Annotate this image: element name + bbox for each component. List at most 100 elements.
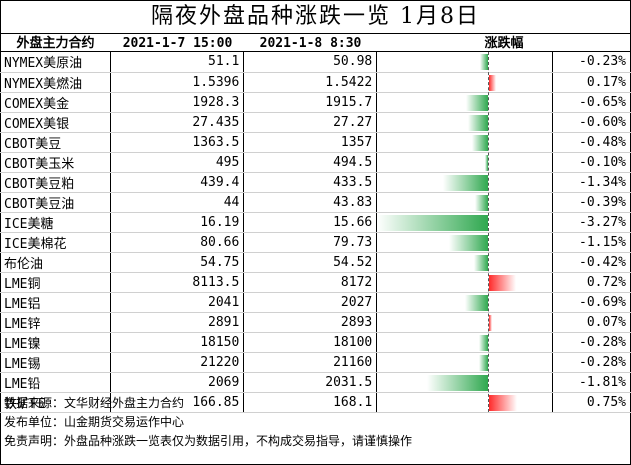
row-prev-price: 8113.5 [110, 272, 245, 293]
row-name: NYMEX美燃油 [0, 72, 112, 93]
table-row: ICE美棉花 80.66 79.73 -1.15% [0, 232, 631, 253]
row-name: LME镍 [0, 332, 112, 353]
row-prev-price: 1.5396 [110, 72, 245, 93]
row-change-bar-cell [376, 72, 553, 93]
row-change-pct: 0.17% [552, 72, 631, 93]
row-change-pct: -0.48% [552, 132, 631, 153]
table-row: LME镍 18150 18100 -0.28% [0, 332, 631, 353]
table-row: LME锌 2891 2893 0.07% [0, 312, 631, 333]
row-change-pct: -1.34% [552, 172, 631, 193]
row-name: ICE美棉花 [0, 232, 112, 253]
row-name: CBOT美豆 [0, 132, 112, 153]
row-cur-price: 433.5 [243, 172, 378, 193]
change-bar [466, 94, 489, 111]
row-change-bar-cell [376, 312, 553, 333]
header-change: 涨跌幅 [377, 33, 631, 52]
row-cur-price: 54.52 [243, 252, 378, 273]
quote-table: NYMEX美原油 51.1 50.98 -0.23% NYMEX美燃油 1.5396 1.5… [0, 52, 631, 413]
row-change-bar-cell [376, 392, 553, 413]
row-name: 铁矿FE [0, 392, 112, 413]
row-cur-price: 43.83 [243, 192, 378, 213]
row-cur-price: 79.73 [243, 232, 378, 253]
row-name: COMEX美金 [0, 92, 112, 113]
row-prev-price: 44 [110, 192, 245, 213]
change-bar [478, 354, 489, 371]
table-row: LME铝 2041 2027 -0.69% [0, 292, 631, 313]
row-change-bar-cell [376, 112, 553, 133]
change-bar [489, 74, 496, 91]
row-name: LME锡 [0, 352, 112, 373]
zero-axis-line [488, 52, 489, 412]
row-cur-price: 2027 [243, 292, 378, 313]
row-prev-price: 54.75 [110, 252, 245, 273]
row-name: LME铝 [0, 292, 112, 313]
table-row: 铁矿FE 166.85 168.1 0.75% [0, 392, 631, 413]
row-cur-price: 2031.5 [243, 372, 378, 393]
row-cur-price: 1.5422 [243, 72, 378, 93]
row-change-pct: -0.39% [552, 192, 631, 213]
row-change-bar-cell [376, 292, 553, 313]
table-row: COMEX美银 27.435 27.27 -0.60% [0, 112, 631, 133]
row-prev-price: 2891 [110, 312, 245, 333]
table-row: CBOT美豆 1363.5 1357 -0.48% [0, 132, 631, 153]
table-row: CBOT美豆油 44 43.83 -0.39% [0, 192, 631, 213]
change-bar [489, 314, 492, 331]
row-name: NYMEX美原油 [0, 52, 112, 73]
row-change-bar-cell [376, 352, 553, 373]
table-row: LME锡 21220 21160 -0.28% [0, 352, 631, 373]
row-change-bar-cell [376, 252, 553, 273]
row-change-bar-cell [376, 192, 553, 213]
row-change-bar-cell [376, 52, 553, 73]
row-change-pct: -1.81% [552, 372, 631, 393]
table-row: LME铅 2069 2031.5 -1.81% [0, 372, 631, 393]
table-row: COMEX美金 1928.3 1915.7 -0.65% [0, 92, 631, 113]
table-row: 布伦油 54.75 54.52 -0.42% [0, 252, 631, 273]
row-change-pct: -0.42% [552, 252, 631, 273]
footer-disclaimer: 免责声明：外盘品种涨跌一览表仅为数据引用，不构成交易指导，请谨慎操作 [4, 434, 413, 448]
table-row: ICE美糖 16.19 15.66 -3.27% [0, 212, 631, 233]
row-change-bar-cell [376, 92, 553, 113]
table-row: NYMEX美燃油 1.5396 1.5422 0.17% [0, 72, 631, 93]
row-prev-price: 166.85 [110, 392, 245, 413]
row-name: LME锌 [0, 312, 112, 333]
change-bar [489, 394, 518, 411]
row-cur-price: 494.5 [243, 152, 378, 173]
row-prev-price: 2041 [110, 292, 245, 313]
row-cur-price: 2893 [243, 312, 378, 333]
row-cur-price: 1357 [243, 132, 378, 153]
row-change-pct: -1.15% [552, 232, 631, 253]
footer-publisher: 发布单位：山金期货交易运作中心 [4, 415, 185, 429]
table-row: CBOT美豆粕 439.4 433.5 -1.34% [0, 172, 631, 193]
change-bar [478, 334, 489, 351]
change-bar [473, 254, 489, 271]
row-change-bar-cell [376, 372, 553, 393]
row-cur-price: 8172 [243, 272, 378, 293]
row-change-bar-cell [376, 132, 553, 153]
row-name: LME铜 [0, 272, 112, 293]
row-name: CBOT美豆粕 [0, 172, 112, 193]
row-prev-price: 495 [110, 152, 245, 173]
row-prev-price: 1928.3 [110, 92, 245, 113]
row-change-pct: -0.28% [552, 352, 631, 373]
row-prev-price: 16.19 [110, 212, 245, 233]
row-name: CBOT美玉米 [0, 152, 112, 173]
table-row: NYMEX美原油 51.1 50.98 -0.23% [0, 52, 631, 73]
row-change-bar-cell [376, 332, 553, 353]
row-prev-price: 18150 [110, 332, 245, 353]
change-bar [377, 214, 489, 231]
row-change-bar-cell [376, 212, 553, 233]
row-change-pct: -0.10% [552, 152, 631, 173]
change-bar [442, 174, 489, 191]
row-cur-price: 168.1 [243, 392, 378, 413]
row-prev-price: 51.1 [110, 52, 245, 73]
table-row: LME铜 8113.5 8172 0.72% [0, 272, 631, 293]
row-cur-price: 1915.7 [243, 92, 378, 113]
table-row: CBOT美玉米 495 494.5 -0.10% [0, 152, 631, 173]
page-title: 隔夜外盘品种涨跌一览 1月8日 [151, 4, 480, 29]
row-change-pct: -0.60% [552, 112, 631, 133]
row-change-bar-cell [376, 152, 553, 173]
row-prev-price: 1363.5 [110, 132, 245, 153]
row-change-pct: 0.72% [552, 272, 631, 293]
header-prev-time: 2021-1-7 15:00 [111, 33, 244, 52]
change-bar [474, 194, 489, 211]
